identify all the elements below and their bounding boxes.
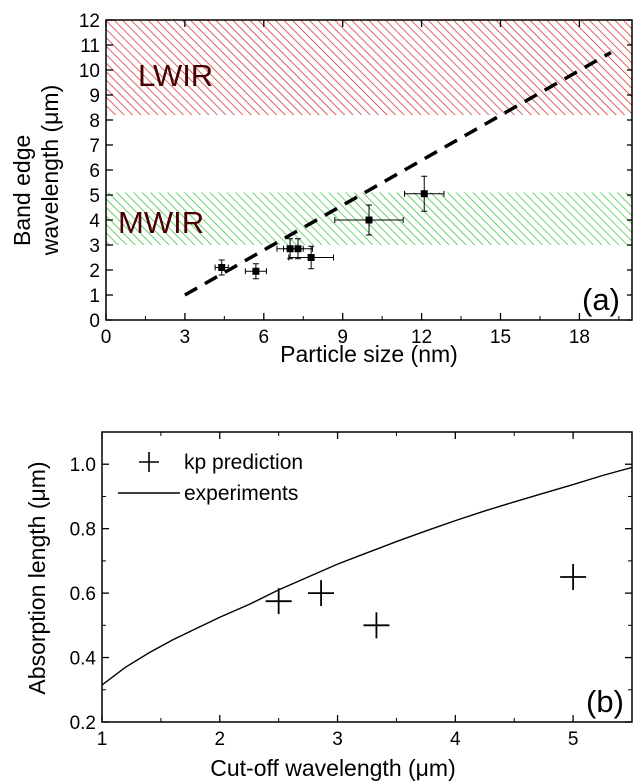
- x-tick-label: 1: [97, 729, 108, 750]
- panel-b-data: [102, 466, 632, 686]
- y-tick-label: 9: [89, 86, 100, 107]
- y-tick-label: 0.2: [70, 713, 96, 734]
- panel-b-chart: 1 2 3 4 5 0.2 0.4 0.6 0.8 1.0 kp prediction exper…: [24, 431, 633, 781]
- panel-a-label: (a): [582, 282, 620, 317]
- data-point-square: [294, 245, 302, 253]
- y-tick-label: 0.4: [70, 649, 97, 670]
- x-tick-label: 0: [101, 327, 112, 348]
- trend-dashed-line: [184, 50, 612, 297]
- y-tick-label: 8: [89, 111, 100, 132]
- panel-b-frame: [101, 431, 633, 723]
- x-tick-label: 4: [450, 729, 461, 750]
- y-tick-label: 10: [79, 61, 100, 82]
- x-tick-label: 2: [214, 729, 225, 750]
- y-tick-label: 12: [79, 11, 100, 32]
- y-tick-label: 2: [89, 261, 100, 282]
- x-tick-label: 6: [259, 327, 270, 348]
- mwir-region-label: MWIR: [118, 205, 204, 240]
- y-tick-label: 0: [89, 311, 100, 332]
- x-tick-label: 3: [180, 327, 191, 348]
- lwir-region-label: LWIR: [138, 58, 213, 93]
- y-tick-label: 1: [89, 286, 100, 307]
- y-tick-label: 5: [89, 186, 100, 207]
- data-point-square: [365, 216, 373, 224]
- y-tick-label: 1.0: [70, 455, 96, 476]
- data-point-square: [307, 254, 315, 261]
- x-tick-label: 18: [569, 327, 590, 348]
- experiments-line: [102, 466, 632, 686]
- y-tick-label: 3: [89, 236, 100, 257]
- panel-a-y-axis-title-line1: Band edge: [9, 135, 35, 246]
- panel-a-data: [184, 50, 612, 297]
- y-tick-label: 7: [89, 136, 100, 157]
- panel-a-y-axis-title-line2: wavelength (μm): [37, 85, 63, 256]
- legend-experiments: experiments: [184, 482, 298, 505]
- x-tick-label: 12: [411, 327, 432, 348]
- data-point-square: [218, 264, 226, 271]
- panel-b-legend: kp prediction experiments: [118, 451, 303, 505]
- x-tick-label: 15: [490, 327, 511, 348]
- panel-b-x-axis-title: Cut-off wavelength (μm): [210, 755, 455, 781]
- panel-b-label: (b): [586, 684, 624, 719]
- y-tick-label: 6: [89, 161, 100, 182]
- y-tick-label: 11: [80, 36, 100, 57]
- data-point-square: [420, 190, 428, 198]
- region-band-lwir: [106, 20, 632, 115]
- panel-a-x-axis-title: Particle size (nm): [280, 341, 458, 367]
- x-tick-label: 3: [332, 729, 343, 750]
- legend-kp-prediction: kp prediction: [184, 451, 303, 474]
- y-tick-label: 0.8: [70, 520, 96, 541]
- x-tick-label: 9: [337, 327, 348, 348]
- data-point-square: [252, 267, 260, 275]
- y-tick-label: 0.6: [70, 584, 96, 605]
- panel-b-y-axis-title: Absorption length (μm): [24, 461, 50, 694]
- y-tick-label: 4: [89, 211, 100, 232]
- x-tick-label: 5: [568, 729, 579, 750]
- panel-b-ticks: 1 2 3 4 5 0.2 0.4 0.6 0.8 1.0: [70, 431, 632, 750]
